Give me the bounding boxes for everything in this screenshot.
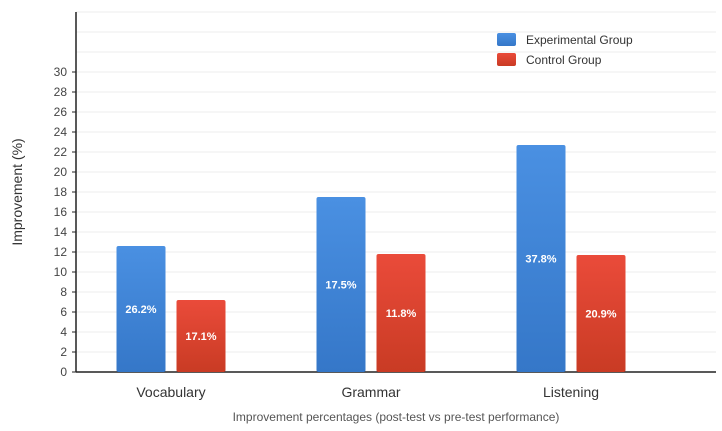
- x-tick-label: Vocabulary: [136, 384, 205, 400]
- y-tick-label: 20: [54, 165, 68, 179]
- y-tick-label: 26: [54, 105, 68, 119]
- y-tick-label: 10: [54, 265, 68, 279]
- x-tick-label: Grammar: [341, 384, 400, 400]
- legend-label: Control Group: [526, 53, 602, 67]
- y-tick-label: 28: [54, 85, 68, 99]
- y-tick-label: 6: [60, 305, 67, 319]
- y-axis-label: Improvement (%): [9, 138, 25, 245]
- bar-control-vocabulary: [176, 300, 226, 372]
- y-tick-label: 14: [54, 225, 68, 239]
- x-tick-label: Listening: [543, 384, 599, 400]
- data-label: 37.8%: [525, 254, 556, 266]
- data-label: 26.2%: [125, 304, 156, 316]
- bars: [116, 145, 626, 372]
- y-tick-label: 24: [54, 125, 68, 139]
- data-label: 17.5%: [325, 280, 356, 292]
- legend-label: Experimental Group: [526, 33, 633, 47]
- bar-experimental-grammar: [316, 197, 366, 372]
- y-tick-label: 16: [54, 205, 68, 219]
- data-label: 20.9%: [585, 309, 616, 321]
- bar-control-grammar: [376, 254, 426, 372]
- y-tick-label: 30: [54, 65, 68, 79]
- bar-experimental-vocabulary: [116, 246, 166, 372]
- bar-experimental-listening: [516, 145, 566, 372]
- y-tick-label: 12: [54, 245, 68, 259]
- y-tick-label: 22: [54, 145, 68, 159]
- bar-control-listening: [576, 255, 626, 372]
- legend-swatch-experimental: [497, 33, 516, 46]
- legend-swatch-control: [497, 53, 516, 66]
- data-label: 11.8%: [386, 308, 417, 320]
- gridlines: [76, 11, 716, 373]
- x-axis-label: Improvement percentages (post-test vs pr…: [233, 410, 560, 424]
- data-label: 17.1%: [185, 331, 216, 343]
- y-tick-label: 18: [54, 185, 68, 199]
- labels: 26.2% 17.1% Vocabulary 17.5% 11.8% Grammar 37.…: [125, 254, 616, 401]
- y-tick-label: 4: [60, 325, 67, 339]
- y-tick-label: 8: [60, 285, 67, 299]
- y-tick-label: 2: [60, 345, 67, 359]
- y-tick-label: 0: [60, 365, 67, 379]
- legend: Experimental Group Control Group: [497, 33, 633, 67]
